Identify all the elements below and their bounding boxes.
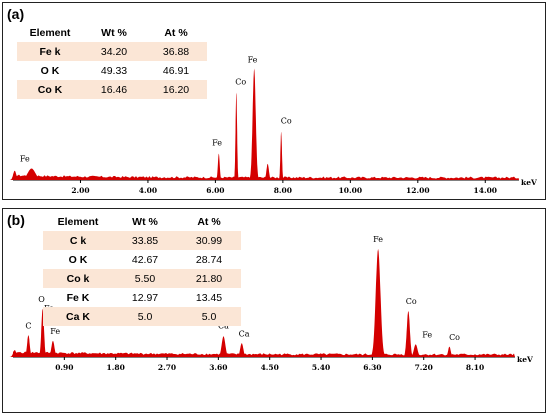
peak-label: Co	[449, 333, 460, 342]
peak-label: Co	[281, 117, 292, 126]
column-header: Wt %	[101, 26, 127, 39]
peak-label: Fe	[212, 139, 222, 148]
spectrum-chart-b: 0.90 1.80 2.70 3.60 4.50 5.40 6.30 7.20 8.10 keV C…	[4, 235, 533, 372]
table-cell: 5.0	[177, 307, 241, 326]
table-cell: 16.20	[145, 80, 207, 99]
spectrum-chart-a: 2.00 4.00 6.00 8.00 10.00 12.00 14.00 keV Fe Fe Co…	[4, 56, 537, 195]
table-row: C k 33.85 30.99	[43, 231, 241, 250]
table-cell: Fe k	[17, 42, 83, 61]
spectrum-peak	[276, 131, 287, 180]
panel-a: 2.00 4.00 6.00 8.00 10.00 12.00 14.00 keV Fe Fe Co…	[2, 2, 546, 200]
x-tick-label: 8.00	[274, 186, 292, 195]
spectrum-peak	[244, 68, 265, 180]
x-tick-label: 14.00	[474, 186, 498, 195]
table-cell: 5.50	[113, 269, 177, 288]
x-tick-label: 2.70	[158, 363, 176, 372]
x-axis-unit: keV	[521, 178, 537, 187]
panel-label: (a)	[7, 6, 25, 22]
column-header: Wt %	[132, 215, 158, 228]
spectrum-peak	[212, 153, 225, 180]
table-cell: O K	[68, 253, 88, 266]
spectrum-peak	[42, 340, 64, 357]
table-header-row: Element Wt % At %	[17, 23, 207, 42]
spectrum-peak	[211, 336, 236, 357]
table-cell: O K	[40, 64, 60, 77]
panel-label: (b)	[7, 212, 25, 228]
x-tick-label: 2.00	[71, 186, 89, 195]
x-tick-label: 3.60	[209, 363, 227, 372]
table-cell: 5.0	[113, 307, 177, 326]
table-cell: 33.85	[113, 231, 177, 250]
spectrum-peak	[231, 343, 252, 357]
peak-label: Fe	[422, 330, 432, 339]
table-row: Fe K 12.97 13.45	[43, 288, 241, 307]
composition-table-b: Element Wt % At % C k 33.85 30.99 O K 42…	[43, 212, 241, 326]
composition-table-a: Element Wt % At % Fe k 34.20 36.88 O K 4…	[17, 23, 207, 99]
table-cell: C k	[43, 231, 113, 250]
table-cell: Fe K	[66, 291, 90, 304]
table-cell: Co k	[43, 269, 113, 288]
table-cell: 34.20	[83, 42, 145, 61]
table-cell: 21.80	[177, 269, 241, 288]
spectrum-background	[13, 351, 515, 357]
spectrum-peak	[4, 350, 26, 357]
spectrum-peak	[231, 92, 242, 180]
spectrum-peak	[403, 344, 428, 357]
column-header: Element	[57, 215, 99, 228]
table-row: Ca K 5.0 5.0	[43, 307, 241, 326]
x-tick-label: 12.00	[406, 186, 430, 195]
spectrum-peak	[259, 163, 276, 180]
spectrum-peak	[440, 346, 458, 357]
table-cell: 46.91	[162, 64, 190, 77]
table-row: Co K 16.46 16.20	[17, 80, 207, 99]
table-cell: 12.97	[131, 291, 159, 304]
table-cell: 49.33	[100, 64, 128, 77]
spectrum-peak	[4, 170, 25, 180]
x-tick-label: 4.00	[139, 186, 157, 195]
x-tick-label: 8.10	[466, 363, 484, 372]
peak-label: Fe	[50, 327, 60, 336]
x-tick-label: 1.80	[107, 363, 125, 372]
x-tick-label: 6.00	[206, 186, 224, 195]
table-cell: 36.88	[145, 42, 207, 61]
peak-label: Fe	[20, 155, 30, 164]
spectrum-peak	[362, 248, 394, 357]
table-header-row: Element Wt % At %	[43, 212, 241, 231]
peak-label: O	[38, 295, 45, 304]
table-cell: Ca K	[43, 307, 113, 326]
table-cell: 28.74	[195, 253, 223, 266]
spectrum-peak	[19, 335, 37, 357]
x-tick-label: 10.00	[339, 186, 363, 195]
table-cell: Co K	[17, 80, 83, 99]
peak-label: C	[25, 321, 31, 330]
spectrum-peak	[398, 311, 419, 357]
peak-label: Co	[235, 78, 246, 87]
table-row: Fe k 34.20 36.88	[17, 42, 207, 61]
spectrum-peak	[6, 168, 57, 180]
spectrum-peak	[34, 308, 52, 357]
panel-b: 0.90 1.80 2.70 3.60 4.50 5.40 6.30 7.20 8.10 keV C…	[2, 208, 546, 413]
column-header: At %	[197, 215, 221, 228]
table-cell: 16.46	[83, 80, 145, 99]
column-header: Element	[29, 26, 71, 39]
peak-label: Ca	[239, 329, 250, 338]
x-tick-label: 4.50	[261, 363, 279, 372]
table-row: Co k 5.50 21.80	[43, 269, 241, 288]
x-tick-label: 7.20	[415, 363, 433, 372]
table-cell: 30.99	[177, 231, 241, 250]
table-row: O K 42.67 28.74	[43, 250, 241, 269]
table-row: O K 49.33 46.91	[17, 61, 207, 80]
x-tick-label: 6.30	[363, 363, 381, 372]
x-tick-label: 5.40	[312, 363, 330, 372]
peak-label: Co	[406, 297, 417, 306]
peak-label: Fe	[248, 56, 258, 65]
column-header: At %	[164, 26, 188, 39]
x-tick-label: 0.90	[55, 363, 73, 372]
peak-label: Fe	[373, 235, 383, 244]
table-cell: 13.45	[195, 291, 223, 304]
table-cell: 42.67	[131, 253, 159, 266]
x-axis-unit: keV	[517, 355, 533, 364]
